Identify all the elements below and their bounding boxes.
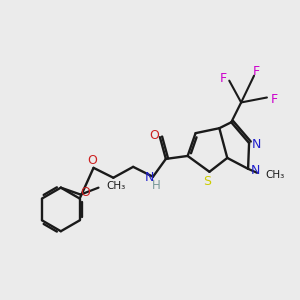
Text: O: O: [81, 186, 91, 199]
Text: O: O: [149, 129, 159, 142]
Text: N: N: [252, 138, 261, 151]
Text: O: O: [88, 154, 98, 167]
Text: F: F: [270, 93, 278, 106]
Text: N: N: [251, 164, 260, 177]
Text: H: H: [152, 179, 160, 192]
Text: CH₃: CH₃: [265, 170, 284, 180]
Text: F: F: [220, 72, 227, 85]
Text: S: S: [203, 175, 211, 188]
Text: N: N: [144, 171, 154, 184]
Text: CH₃: CH₃: [106, 181, 126, 191]
Text: F: F: [252, 65, 260, 78]
